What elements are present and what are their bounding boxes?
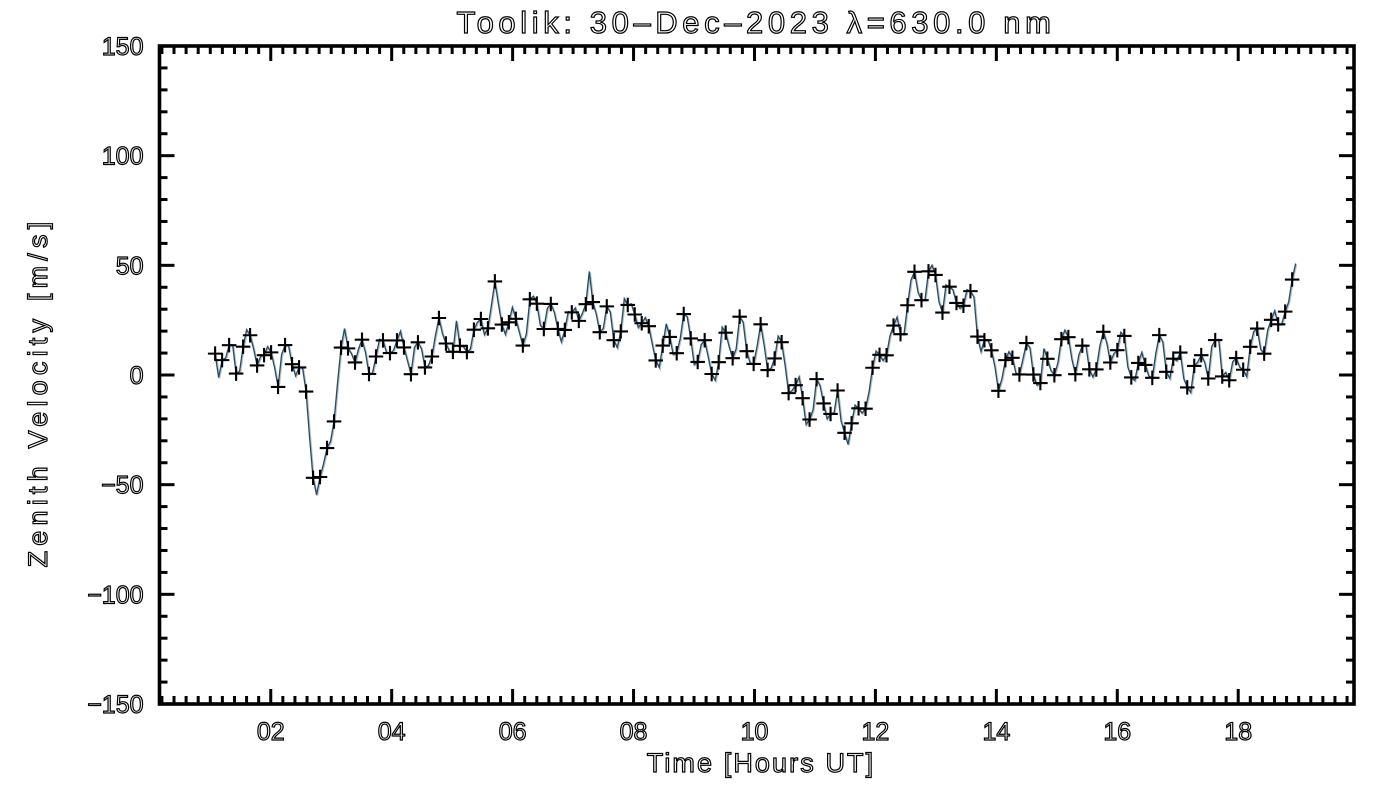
- svg-text:−150: −150: [87, 691, 143, 719]
- svg-text:−100: −100: [87, 581, 143, 609]
- svg-text:10: 10: [741, 718, 769, 746]
- svg-text:06: 06: [499, 718, 527, 746]
- svg-text:04: 04: [378, 718, 406, 746]
- svg-text:18: 18: [1224, 718, 1252, 746]
- svg-text:16: 16: [1103, 718, 1131, 746]
- svg-text:Time [Hours UT]: Time [Hours UT]: [647, 748, 876, 778]
- svg-text:0: 0: [130, 362, 144, 390]
- svg-text:02: 02: [257, 718, 285, 746]
- svg-text:14: 14: [982, 718, 1010, 746]
- svg-text:50: 50: [116, 252, 144, 280]
- svg-text:150: 150: [102, 33, 144, 61]
- svg-text:Toolik: 30–Dec–2023 λ=630.0: Toolik: 30–Dec–2023 λ=630.0 nm: [456, 5, 1055, 40]
- svg-text:08: 08: [620, 718, 648, 746]
- svg-text:Zenith Velocity [m/s]: Zenith Velocity [m/s]: [23, 217, 53, 568]
- svg-text:12: 12: [862, 718, 890, 746]
- svg-text:−50: −50: [101, 472, 143, 500]
- svg-text:100: 100: [102, 143, 144, 171]
